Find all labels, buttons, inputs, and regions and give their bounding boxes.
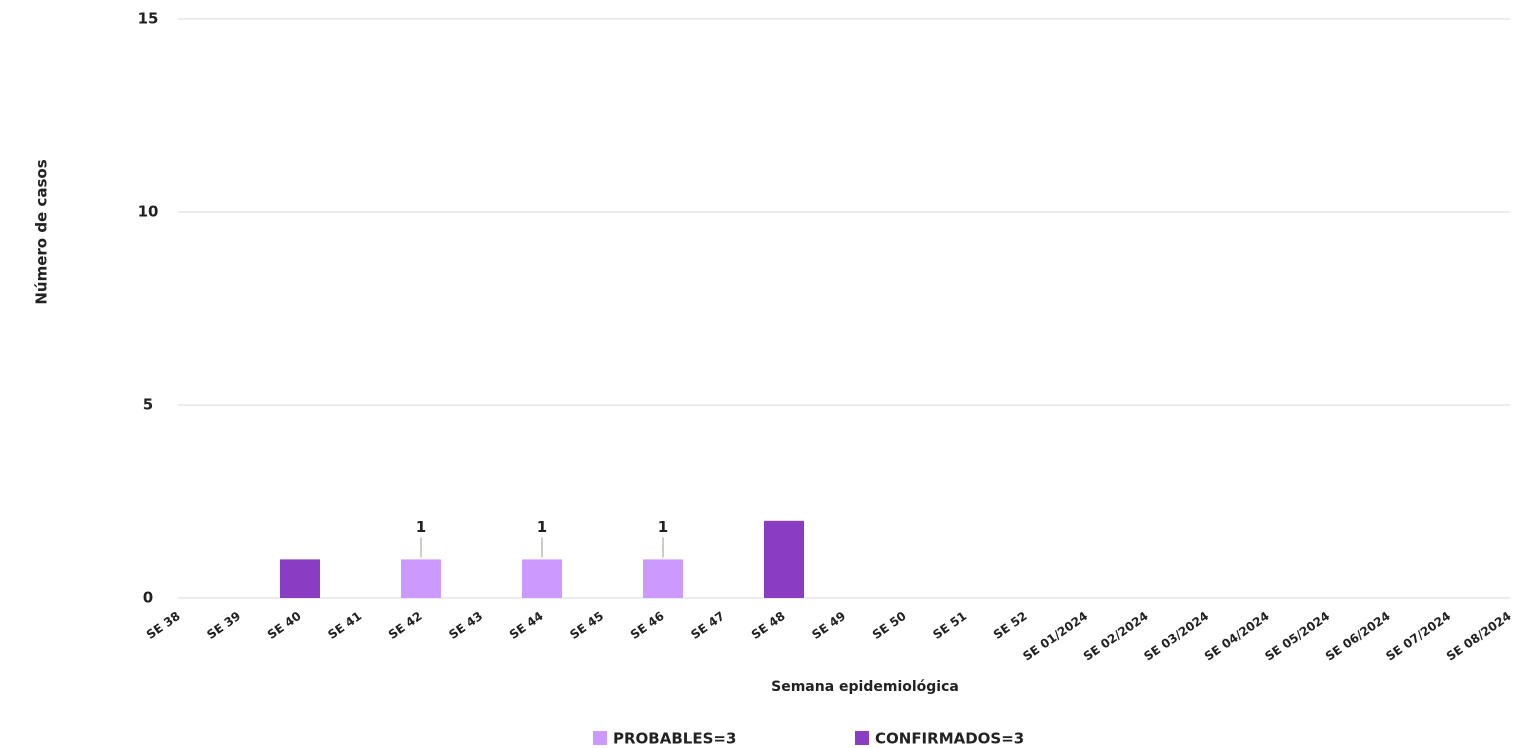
legend-label: PROBABLES=3	[613, 730, 736, 748]
x-tick-label: SE 41	[325, 609, 364, 642]
y-axis-label: Número de casos	[33, 159, 51, 304]
x-tick-label: SE 06/2024	[1323, 609, 1393, 664]
x-tick-label: SE 03/2024	[1141, 609, 1211, 664]
bar	[643, 559, 683, 598]
bar	[764, 520, 804, 598]
x-tick-label: SE 49	[809, 609, 848, 642]
x-tick-label: SE 48	[749, 609, 788, 642]
x-tick-label: SE 07/2024	[1383, 609, 1453, 664]
bar	[522, 559, 562, 598]
legend-label: CONFIRMADOS=3	[875, 730, 1024, 748]
x-tick-label: SE 45	[567, 609, 606, 642]
x-axis-label: Semana epidemiológica	[771, 679, 959, 695]
bar	[280, 559, 320, 598]
data-label: 1	[658, 518, 668, 536]
x-tick-label: SE 02/2024	[1081, 609, 1151, 664]
x-tick-label: SE 05/2024	[1262, 609, 1332, 664]
x-tick-label: SE 08/2024	[1444, 609, 1514, 664]
legend-swatch	[855, 731, 869, 745]
y-tick-label: 10	[138, 203, 159, 221]
x-tick-label: SE 42	[386, 609, 425, 642]
x-tick-label: SE 47	[688, 609, 727, 642]
y-tick-label: 5	[143, 396, 153, 414]
x-tick-label: SE 50	[870, 609, 909, 642]
x-tick-label: SE 04/2024	[1202, 609, 1272, 664]
bar	[401, 559, 441, 598]
y-tick-label: 15	[138, 10, 159, 28]
x-tick-label: SE 46	[628, 609, 667, 642]
x-tick-label: SE 38	[144, 609, 183, 642]
x-tick-label: SE 51	[930, 609, 969, 642]
y-tick-label: 0	[143, 589, 153, 607]
legend-swatch	[593, 731, 607, 745]
x-tick-label: SE 39	[204, 609, 243, 642]
x-tick-label: SE 43	[446, 609, 485, 642]
data-label: 1	[537, 518, 547, 536]
x-tick-label: SE 01/2024	[1020, 609, 1090, 664]
data-label: 1	[416, 518, 426, 536]
x-tick-label: SE 40	[265, 609, 304, 642]
x-tick-label: SE 52	[991, 609, 1030, 642]
x-tick-label: SE 44	[507, 609, 546, 642]
